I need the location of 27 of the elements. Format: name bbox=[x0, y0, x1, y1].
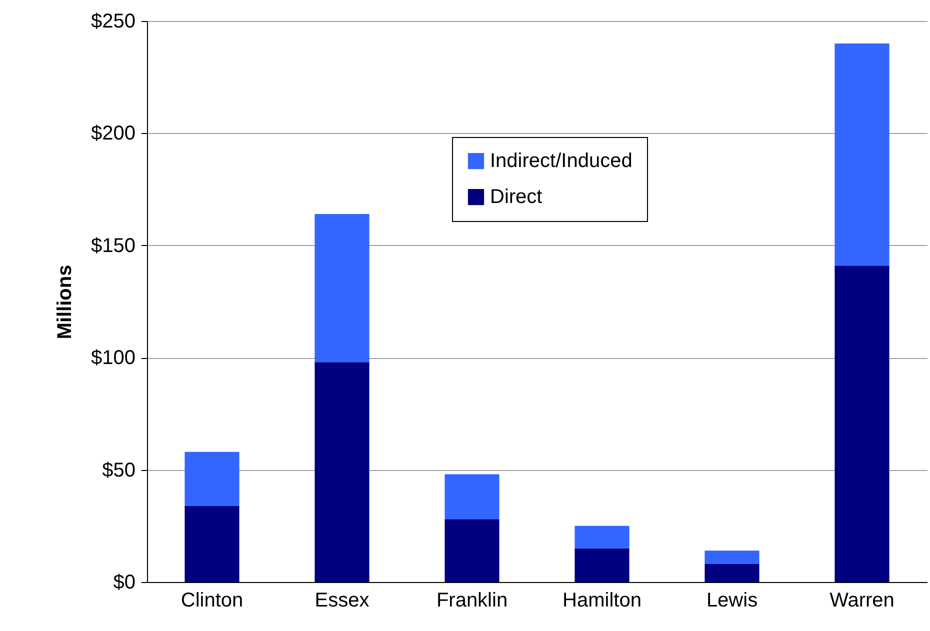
bar bbox=[184, 506, 240, 582]
legend-label: Indirect/Induced bbox=[490, 150, 632, 172]
x-tick-label: Essex bbox=[314, 590, 370, 612]
x-tick-label: Franklin bbox=[436, 590, 508, 612]
y-tick-label: $100 bbox=[91, 347, 136, 370]
bar bbox=[184, 452, 240, 506]
x-tick-label: Hamilton bbox=[562, 590, 642, 612]
y-tick-label: $200 bbox=[91, 122, 136, 145]
bar bbox=[704, 564, 760, 582]
bar bbox=[314, 362, 370, 582]
y-tick-label: $250 bbox=[91, 10, 136, 32]
y-axis-title: Millions bbox=[54, 264, 76, 340]
y-tick-label: $0 bbox=[113, 572, 136, 594]
bar bbox=[314, 214, 370, 362]
bar bbox=[574, 548, 630, 582]
legend-label: Direct bbox=[490, 186, 543, 208]
bar bbox=[704, 550, 760, 564]
y-tick-label: $50 bbox=[102, 459, 136, 482]
x-tick-label: Lewis bbox=[706, 590, 758, 612]
bar bbox=[444, 474, 500, 520]
bar bbox=[444, 519, 500, 582]
x-tick-label: Clinton bbox=[180, 590, 244, 612]
x-tick-label: Warren bbox=[830, 590, 894, 612]
bar bbox=[574, 526, 630, 548]
y-tick-label: $150 bbox=[91, 234, 136, 257]
bar bbox=[834, 43, 890, 266]
bar bbox=[834, 266, 890, 582]
